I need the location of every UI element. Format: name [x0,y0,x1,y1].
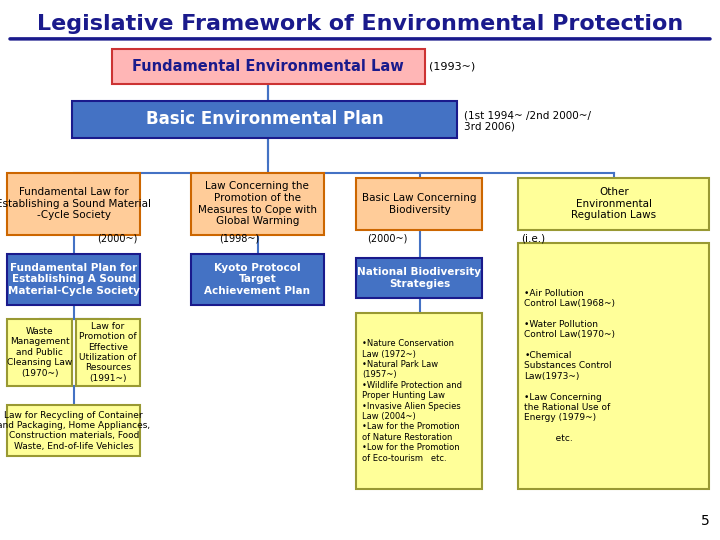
FancyBboxPatch shape [356,258,482,298]
Text: National Biodiversity
Strategies: National Biodiversity Strategies [357,267,482,288]
FancyBboxPatch shape [76,319,140,386]
Text: Fundamental Law for
Establishing a Sound Material
-Cycle Society: Fundamental Law for Establishing a Sound… [0,187,151,220]
Text: •Nature Conservation
Law (1972~)
•Natural Park Law
(1957~)
•Wildlife Protection : •Nature Conservation Law (1972~) •Natura… [362,339,462,463]
Text: (2000~): (2000~) [367,234,408,244]
Text: (2000~): (2000~) [97,234,138,244]
Text: Fundamental Plan for
Establishing A Sound
Material-Cycle Society: Fundamental Plan for Establishing A Soun… [8,263,140,296]
FancyBboxPatch shape [356,178,482,230]
Text: Kyoto Protocol
Target
Achievement Plan: Kyoto Protocol Target Achievement Plan [204,263,310,296]
FancyBboxPatch shape [191,173,324,235]
FancyBboxPatch shape [7,254,140,305]
Text: Other
Environmental
Regulation Laws: Other Environmental Regulation Laws [571,187,657,220]
Text: (i.e.): (i.e.) [521,234,546,244]
Text: Basic Law Concerning
Biodiversity: Basic Law Concerning Biodiversity [362,193,477,215]
Text: (1998~): (1998~) [220,234,260,244]
Text: Legislative Framework of Environmental Protection: Legislative Framework of Environmental P… [37,14,683,35]
Text: (1993~): (1993~) [429,62,475,71]
Text: Law for Recycling of Container
and Packaging, Home Appliances,
Construction mate: Law for Recycling of Container and Packa… [0,410,150,451]
FancyBboxPatch shape [112,49,425,84]
FancyBboxPatch shape [7,319,72,386]
Text: Waste
Management
and Public
Cleansing Law
(1970~): Waste Management and Public Cleansing La… [7,327,72,377]
FancyBboxPatch shape [518,178,709,230]
Text: (1st 1994~ /2nd 2000~/
3rd 2006): (1st 1994~ /2nd 2000~/ 3rd 2006) [464,110,590,132]
FancyBboxPatch shape [7,405,140,456]
Text: Basic Environmental Plan: Basic Environmental Plan [145,110,384,129]
Text: 5: 5 [701,514,709,528]
Text: Law Concerning the
Promotion of the
Measures to Cope with
Global Warming: Law Concerning the Promotion of the Meas… [198,181,317,226]
FancyBboxPatch shape [356,313,482,489]
Text: Law for
Promotion of
Effective
Utilization of
Resources
(1991~): Law for Promotion of Effective Utilizati… [79,322,137,383]
FancyBboxPatch shape [518,243,709,489]
FancyBboxPatch shape [191,254,324,305]
Text: Fundamental Environmental Law: Fundamental Environmental Law [132,59,404,73]
FancyBboxPatch shape [7,173,140,235]
FancyBboxPatch shape [72,101,457,138]
Text: •Air Pollution
Control Law(1968~)

•Water Pollution
Control Law(1970~)

•Chemica: •Air Pollution Control Law(1968~) •Water… [524,288,615,443]
